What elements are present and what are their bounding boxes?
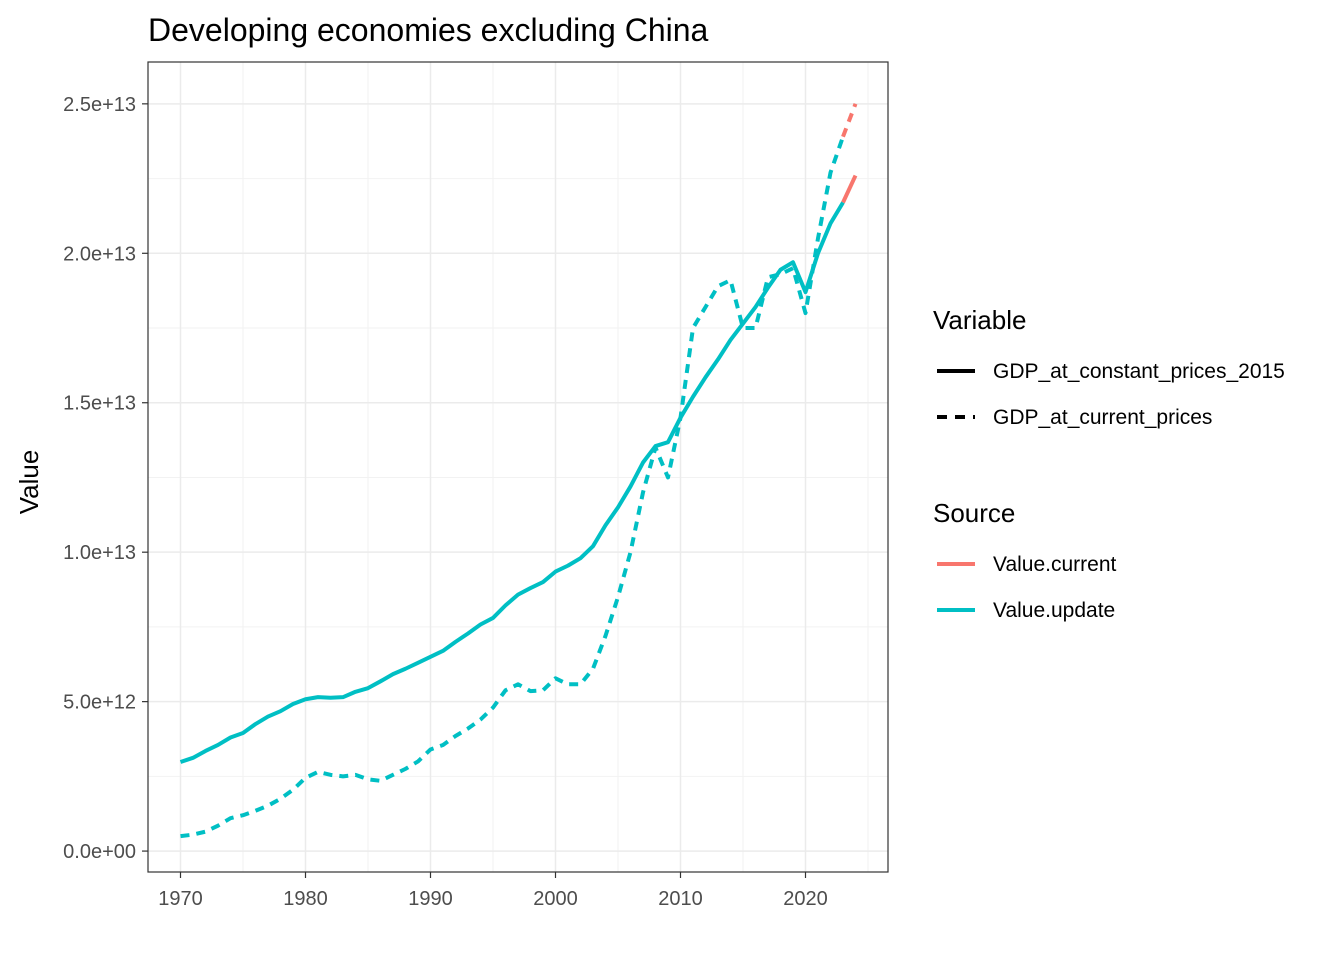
series-line-value-update-constant: [179, 201, 845, 764]
y-tick-label: 5.0e+12: [63, 692, 136, 714]
y-tick-label: 2.0e+13: [63, 243, 136, 265]
x-axis: 1970 1980 1990 2000 2010 2020: [158, 872, 828, 910]
x-tick-label: 1980: [283, 888, 328, 910]
x-tick-label: 2010: [658, 888, 703, 910]
x-tick-label: 2000: [533, 888, 578, 910]
y-tick-label: 0.0e+00: [63, 841, 136, 863]
series-layer: [179, 103, 858, 839]
legend-label-constant-prices: GDP_at_constant_prices_2015: [993, 360, 1285, 383]
x-tick-label: 1970: [158, 888, 203, 910]
y-axis: 0.0e+00 5.0e+12 1.0e+13 1.5e+13 2.0e+13 2.5e+…: [63, 94, 148, 863]
series-line-value-current-constant: [841, 174, 858, 204]
legend-label-value-update: Value.update: [993, 599, 1115, 622]
y-tick-label: 2.5e+13: [63, 94, 136, 116]
legend-source-title: Source: [933, 498, 1015, 528]
chart-title: Developing economies excluding China: [148, 12, 709, 48]
y-tick-label: 1.0e+13: [63, 542, 136, 564]
y-axis-label: Value: [14, 450, 44, 515]
x-tick-label: 1990: [408, 888, 453, 910]
grid: [148, 62, 888, 872]
series-line-value-update-current: [180, 136, 845, 839]
legend-label-current-prices: GDP_at_current_prices: [993, 406, 1212, 429]
legend-label-value-current: Value.current: [993, 553, 1117, 576]
legend: Variable GDP_at_constant_prices_2015 GDP…: [933, 305, 1285, 622]
y-tick-label: 1.5e+13: [63, 393, 136, 415]
x-tick-label: 2020: [783, 888, 828, 910]
series-line-value-current-current: [841, 103, 858, 138]
legend-variable-title: Variable: [933, 305, 1026, 335]
plot-panel-border: [147, 61, 889, 873]
